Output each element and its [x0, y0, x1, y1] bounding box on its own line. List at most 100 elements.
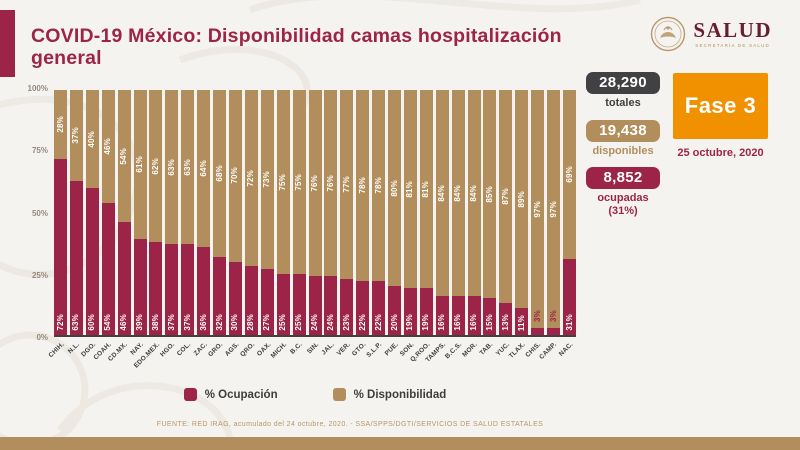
segment-ocupacion — [85, 188, 99, 335]
ocupadas-percent: (31%) — [608, 204, 638, 217]
bar-nac: 69% 31% NAC. — [558, 90, 576, 358]
legend-item-disponibilidad: % Disponibilidad — [332, 388, 446, 401]
segment-ocupacion — [340, 278, 354, 335]
source-footer: FUENTE: RED IRAG, acumulado del 24 octub… — [156, 421, 544, 428]
segment-disponibilidad: 84% — [435, 90, 449, 296]
ocupacion-value-label: 13% — [500, 314, 510, 331]
bar-nl: 37% 63% N.L. — [67, 90, 83, 355]
segment-disponibilidad: 85% — [483, 90, 497, 299]
salud-logo: SALUD SECRETARÍA DE SALUD — [650, 16, 772, 52]
legend-label: % Ocupación — [204, 388, 278, 401]
disponibilidad-value-label: 89% — [516, 190, 526, 208]
ocupacion-value-label: 19% — [405, 314, 415, 331]
disponibilidad-value-label: 69% — [564, 166, 574, 183]
segment-ocupacion — [308, 276, 322, 335]
title-accent-bar — [0, 10, 15, 77]
plot-area: 28% 72% CHIH. 37% 63% N.L. 40% 60% DGO. 46% 54% COA… — [47, 90, 576, 370]
totales-label: totales — [605, 97, 641, 109]
ocupacion-value-label: 20% — [389, 314, 399, 331]
segment-disponibilidad: 89% — [515, 90, 529, 309]
bar-tamps: 84% 16% TAMPS. — [424, 90, 449, 364]
segment-disponibilidad: 78% — [372, 90, 386, 282]
ocupadas-label-text: ocupadas — [597, 192, 649, 205]
segment-disponibilidad: 76% — [308, 90, 322, 277]
disponibilidad-value-label: 81% — [421, 180, 431, 198]
segment-disponibilidad: 70% — [228, 90, 242, 262]
disponibilidad-value-label: 64% — [198, 160, 208, 177]
x-axis-label: NAC. — [557, 341, 575, 358]
ocupacion-value-label: 72% — [55, 314, 65, 331]
segment-ocupacion — [165, 244, 179, 335]
disponibilidad-value-label: 84% — [437, 184, 447, 202]
segment-ocupacion — [563, 259, 576, 335]
disponibilidad-value-label: 97% — [532, 200, 542, 218]
y-axis-tick: 25% — [31, 270, 48, 280]
x-axis-label: PUE. — [383, 341, 400, 358]
disponibilidad-value-label: 97% — [548, 200, 558, 218]
x-axis-label: ZAC. — [192, 341, 209, 358]
segment-disponibilidad: 80% — [388, 90, 402, 286]
ocupacion-value-label: 46% — [119, 314, 129, 331]
segment-ocupacion — [133, 239, 147, 335]
bar-mor: 84% 16% MOR. — [461, 90, 481, 359]
segment-ocupacion — [181, 244, 195, 335]
segment-disponibilidad: 63% — [181, 90, 195, 245]
disponibilidad-value-label: 77% — [341, 176, 351, 193]
stats-panel: 28,290 totales 19,438 disponibles 8,852 … — [586, 72, 660, 228]
x-axis-label: S.L.P. — [365, 341, 384, 359]
disponibilidad-value-label: 75% — [278, 173, 288, 191]
disponibilidad-value-label: 46% — [103, 138, 113, 155]
disponibilidad-value-label: 84% — [453, 184, 463, 202]
legend-item-ocupacion: % Ocupación — [183, 388, 278, 401]
ocupacion-swatch-icon — [183, 388, 197, 401]
segment-disponibilidad: 40% — [85, 90, 99, 188]
x-axis-label: COL. — [176, 341, 193, 358]
ocupacion-value-label: 37% — [166, 314, 176, 331]
ocupacion-value-label: 37% — [182, 314, 192, 331]
segment-ocupacion — [228, 261, 242, 335]
disponibilidad-value-label: 63% — [166, 158, 176, 176]
salud-seal-icon — [651, 16, 686, 52]
x-axis-label: MOR. — [461, 341, 480, 359]
x-axis-label: B.C. — [289, 341, 305, 356]
ocupacion-value-label: 25% — [278, 314, 288, 331]
ocupacion-value-label: 3% — [532, 310, 542, 322]
segment-disponibilidad: 76% — [324, 90, 338, 277]
segment-ocupacion — [276, 273, 290, 335]
ocupacion-value-label: 22% — [373, 314, 383, 331]
ocupacion-value-label: 22% — [357, 314, 367, 331]
segment-disponibilidad: 77% — [340, 90, 354, 279]
disponibilidad-swatch-icon — [332, 388, 346, 401]
ocupacion-value-label: 3% — [548, 310, 558, 322]
salud-wordmark: SALUD — [693, 18, 772, 42]
bar-gro: 68% 32% GRO. — [207, 90, 227, 358]
segment-disponibilidad: 84% — [467, 90, 481, 296]
ocupadas-badge: 8,852 — [586, 167, 660, 190]
ocupacion-value-label: 30% — [230, 314, 240, 331]
x-axis-label: QRO. — [239, 341, 257, 359]
x-axis-label: JAL. — [320, 341, 336, 357]
x-axis-label: TAB. — [479, 341, 495, 357]
ocupacion-value-label: 16% — [437, 314, 447, 331]
bar-bc: 75% 25% B.C. — [289, 90, 306, 356]
ocupacion-value-label: 36% — [198, 314, 208, 331]
segment-ocupacion — [419, 288, 433, 335]
bar-ags: 70% 30% AGS. — [224, 90, 242, 358]
segment-disponibilidad: 72% — [244, 90, 258, 267]
bar-nay: 61% 39% NAY. — [129, 90, 147, 357]
segment-disponibilidad: 87% — [499, 90, 513, 304]
bar-camp: 97% 3% CAMP. — [539, 90, 561, 361]
bar-dgo: 40% 60% DGO. — [80, 90, 99, 358]
segment-disponibilidad: 37% — [69, 90, 83, 181]
ocupacion-value-label: 23% — [341, 314, 351, 331]
disponibilidad-value-label: 61% — [135, 156, 145, 174]
segment-disponibilidad: 97% — [547, 90, 561, 328]
disponibilidad-value-label: 87% — [500, 188, 510, 205]
bar-jal: 76% 24% JAL. — [320, 90, 338, 356]
segment-disponibilidad: 62% — [149, 90, 163, 242]
segment-disponibilidad: 54% — [117, 90, 131, 223]
segment-disponibilidad: 75% — [276, 90, 290, 274]
y-axis-tick: 0% — [36, 333, 48, 342]
segment-disponibilidad: 78% — [356, 90, 370, 282]
disponibilidad-value-label: 63% — [182, 158, 192, 176]
